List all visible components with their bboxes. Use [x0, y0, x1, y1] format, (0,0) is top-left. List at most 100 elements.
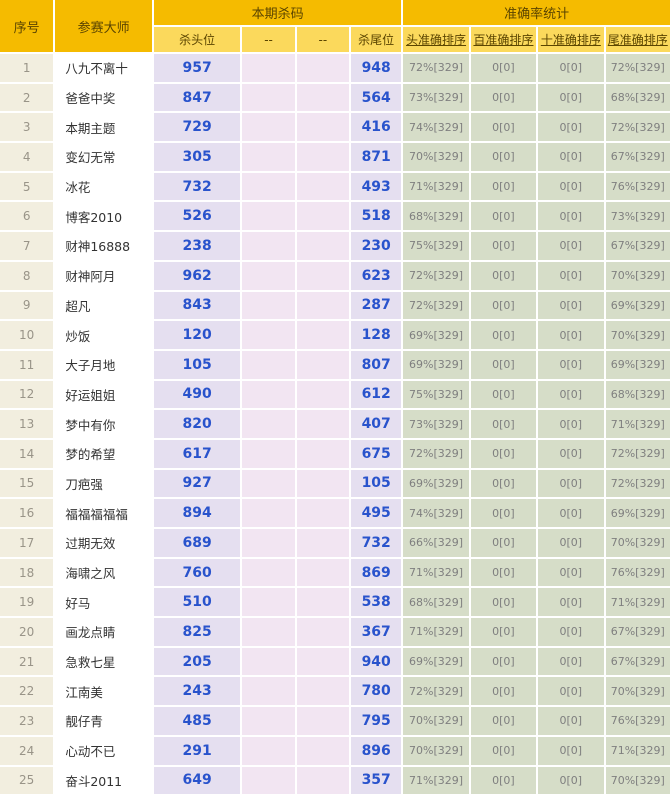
ten-accuracy-value: 0[0]: [538, 83, 604, 112]
ten-accuracy-value: 0[0]: [538, 736, 604, 765]
kill-head-value: 490: [153, 380, 241, 409]
table-row: 7 财神16888 238 230 75%[329] 0[0] 0[0] 67%[329]: [0, 232, 670, 260]
hundred-accuracy-value: 0[0]: [470, 410, 537, 438]
table-row: 25 奋斗2011 649 357 71%[329] 0[0] 0[0] 70%[329]: [0, 766, 670, 795]
ten-accuracy-value: 0[0]: [538, 350, 604, 379]
head-accuracy-value: 69%[329]: [403, 350, 469, 379]
kill-tail-value: 612: [351, 380, 402, 409]
ten-accuracy-value: 0[0]: [538, 439, 604, 468]
table-header: 序号 参赛大师 本期杀码 准确率统计 杀头位 -- -- 杀尾位 头准确排序 百…: [0, 0, 670, 52]
hundred-accuracy-value: 0[0]: [470, 588, 537, 617]
hundred-accuracy-value: 0[0]: [470, 677, 537, 706]
group-header-accuracy: 准确率统计: [403, 0, 670, 25]
dash-cell-1: [242, 558, 295, 587]
master-name: 江南美: [55, 677, 152, 706]
hundred-accuracy-value: 0[0]: [470, 766, 537, 795]
seq-cell: 16: [0, 499, 54, 527]
ten-accuracy-value: 0[0]: [538, 677, 604, 706]
master-name: 靓仔青: [55, 707, 152, 735]
master-name: 刀疤强: [55, 469, 152, 498]
hundred-accuracy-value: 0[0]: [470, 113, 537, 142]
seq-cell: 8: [0, 261, 54, 290]
master-name: 画龙点睛: [55, 618, 152, 646]
dash-cell-1: [242, 707, 295, 735]
table-row: 24 心动不已 291 896 70%[329] 0[0] 0[0] 71%[329]: [0, 736, 670, 765]
kill-tail-value: 795: [351, 707, 402, 735]
kill-tail-value: 871: [351, 143, 402, 171]
dash-cell-1: [242, 113, 295, 142]
kill-head-value: 243: [153, 677, 241, 706]
ten-accuracy-value: 0[0]: [538, 113, 604, 142]
head-accuracy-value: 66%[329]: [403, 529, 469, 557]
dash-cell-2: [296, 350, 350, 379]
table-row: 15 刀疤强 927 105 69%[329] 0[0] 0[0] 72%[329]: [0, 469, 670, 498]
master-name: 变幻无常: [55, 143, 152, 171]
sort-link-ten-accuracy[interactable]: 十准确排序: [538, 27, 604, 52]
table-row: 22 江南美 243 780 72%[329] 0[0] 0[0] 70%[329]: [0, 677, 670, 706]
dash-cell-2: [296, 677, 350, 706]
col-header-seq: 序号: [0, 0, 54, 52]
kill-head-value: 105: [153, 350, 241, 379]
seq-cell: 15: [0, 469, 54, 498]
seq-cell: 24: [0, 736, 54, 765]
dash-cell-2: [296, 499, 350, 527]
tail-accuracy-value: 76%[329]: [605, 172, 670, 201]
head-accuracy-value: 69%[329]: [403, 469, 469, 498]
table-row: 1 八九不离十 957 948 72%[329] 0[0] 0[0] 72%[329]: [0, 54, 670, 82]
kill-head-value: 732: [153, 172, 241, 201]
dash-cell-2: [296, 410, 350, 438]
master-name: 心动不已: [55, 736, 152, 765]
seq-cell: 3: [0, 113, 54, 142]
seq-cell: 10: [0, 321, 54, 349]
dash-cell-2: [296, 618, 350, 646]
sort-link-head-accuracy[interactable]: 头准确排序: [403, 27, 469, 52]
kill-head-value: 825: [153, 618, 241, 646]
head-accuracy-value: 71%[329]: [403, 558, 469, 587]
kill-tail-value: 780: [351, 677, 402, 706]
tail-accuracy-value: 76%[329]: [605, 558, 670, 587]
head-accuracy-value: 70%[329]: [403, 736, 469, 765]
table-row: 13 梦中有你 820 407 73%[329] 0[0] 0[0] 71%[329]: [0, 410, 670, 438]
seq-cell: 7: [0, 232, 54, 260]
tail-accuracy-value: 73%[329]: [605, 202, 670, 231]
hundred-accuracy-value: 0[0]: [470, 647, 537, 676]
head-accuracy-value: 72%[329]: [403, 261, 469, 290]
ten-accuracy-value: 0[0]: [538, 54, 604, 82]
dash-cell-2: [296, 529, 350, 557]
table-row: 16 福福福福福 894 495 74%[329] 0[0] 0[0] 69%[329]: [0, 499, 670, 527]
sort-link-hundred-accuracy[interactable]: 百准确排序: [470, 27, 537, 52]
dash-cell-2: [296, 736, 350, 765]
hundred-accuracy-value: 0[0]: [470, 380, 537, 409]
master-name: 炒饭: [55, 321, 152, 349]
tail-accuracy-value: 71%[329]: [605, 410, 670, 438]
master-name: 奋斗2011: [55, 766, 152, 795]
ten-accuracy-value: 0[0]: [538, 766, 604, 795]
master-name: 本期主题: [55, 113, 152, 142]
seq-cell: 6: [0, 202, 54, 231]
head-accuracy-value: 69%[329]: [403, 647, 469, 676]
sort-link-tail-accuracy[interactable]: 尾准确排序: [605, 27, 670, 52]
dash-cell-2: [296, 83, 350, 112]
seq-cell: 22: [0, 677, 54, 706]
master-name: 过期无效: [55, 529, 152, 557]
kill-tail-value: 495: [351, 499, 402, 527]
ten-accuracy-value: 0[0]: [538, 469, 604, 498]
tail-accuracy-value: 69%[329]: [605, 499, 670, 527]
ten-accuracy-value: 0[0]: [538, 588, 604, 617]
ten-accuracy-value: 0[0]: [538, 321, 604, 349]
head-accuracy-value: 69%[329]: [403, 321, 469, 349]
head-accuracy-value: 74%[329]: [403, 113, 469, 142]
hundred-accuracy-value: 0[0]: [470, 172, 537, 201]
master-name: 八九不离十: [55, 54, 152, 82]
dash-cell-1: [242, 766, 295, 795]
tail-accuracy-value: 72%[329]: [605, 113, 670, 142]
seq-cell: 11: [0, 350, 54, 379]
dash-cell-1: [242, 529, 295, 557]
master-name: 财神阿月: [55, 261, 152, 290]
hundred-accuracy-value: 0[0]: [470, 618, 537, 646]
master-name: 海啸之风: [55, 558, 152, 587]
head-accuracy-value: 72%[329]: [403, 54, 469, 82]
master-name: 急救七星: [55, 647, 152, 676]
kill-head-value: 120: [153, 321, 241, 349]
